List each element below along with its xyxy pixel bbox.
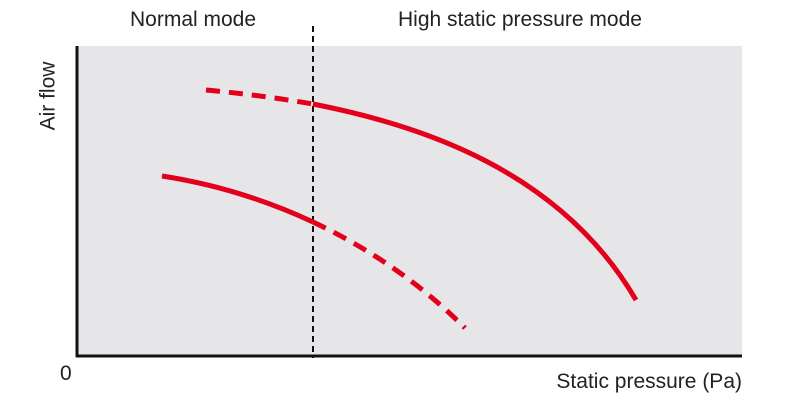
origin-label: 0 [60,362,72,385]
high-pressure-mode-label: High static pressure mode [398,8,642,31]
normal-mode-label: Normal mode [130,8,257,31]
upper-curve-dashed [205,87,314,107]
plot-area [78,46,742,356]
x-axis-label: Static pressure (Pa) [556,370,742,393]
upper-curve-solid [312,101,639,302]
lower-curve-solid [161,173,315,225]
y-axis-label: Air flow [36,61,60,131]
lower-curve-dashed [311,219,467,330]
